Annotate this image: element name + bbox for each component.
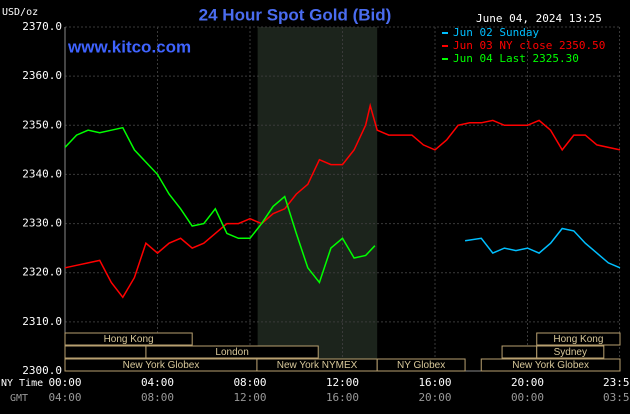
- y-tick-label: 2320.0: [22, 266, 62, 279]
- session-box: [501, 345, 538, 359]
- series-line: [64, 102, 621, 299]
- y-axis-label: USD/oz: [2, 7, 38, 18]
- x-tick-label: 08:00: [233, 376, 266, 389]
- x2-tick-label: 16:00: [326, 391, 359, 404]
- y-tick-label: 2310.0: [22, 315, 62, 328]
- session-label: Sydney: [554, 347, 587, 358]
- x2-tick-label: 12:00: [233, 391, 266, 404]
- series-line: [64, 126, 376, 285]
- x-axis-label: NY Time: [1, 378, 43, 389]
- highlight-band: [257, 27, 378, 371]
- y-tick-label: 2330.0: [22, 217, 62, 230]
- session-label: New York Globex: [512, 360, 589, 371]
- legend-label: Jun 04 Last 2325.30: [453, 52, 579, 65]
- session-box: [64, 332, 193, 346]
- y-tick-label: 2340.0: [22, 167, 62, 180]
- session-label: New York Globex: [123, 360, 200, 371]
- x2-tick-label: 00:00: [511, 391, 544, 404]
- x-tick-label: 16:00: [418, 376, 451, 389]
- date-stamp: June 04, 2024 13:25: [476, 12, 602, 25]
- x-tick-label: 00:00: [48, 376, 81, 389]
- session-box: [376, 358, 466, 372]
- source: www.kitco.com: [67, 37, 191, 56]
- session-box: [480, 358, 621, 372]
- y-tick-label: 2370.0: [22, 20, 62, 33]
- session-label: London: [215, 347, 248, 358]
- x-tick-label: 20:00: [511, 376, 544, 389]
- series-line: [464, 227, 621, 269]
- x-tick-label: 04:00: [141, 376, 174, 389]
- session-label: Hong Kong: [104, 334, 154, 345]
- x2-tick-label: 08:00: [141, 391, 174, 404]
- session-box: [536, 332, 621, 346]
- session-box: [536, 345, 605, 359]
- session-label: NY Globex: [397, 360, 445, 371]
- session-label: New York NYMEX: [277, 360, 358, 371]
- x2-tick-label: 04:00: [48, 391, 81, 404]
- session-label: Hong Kong: [553, 334, 603, 345]
- legend-label: Jun 03 NY close 2350.50: [453, 39, 605, 52]
- session-box: [145, 345, 319, 359]
- session-box: [64, 345, 147, 359]
- y-tick-label: 2300.0: [22, 364, 62, 377]
- x2-axis-label: GMT: [10, 393, 28, 404]
- y-tick-label: 2360.0: [22, 69, 62, 82]
- x2-tick-label: 03:59: [603, 391, 630, 404]
- legend-label: Jun 02 Sunday: [453, 26, 539, 39]
- x-tick-label: 12:00: [326, 376, 359, 389]
- chart-title: 24 Hour Spot Gold (Bid): [199, 5, 392, 24]
- x-tick-label: 23:59: [603, 376, 630, 389]
- y-tick-label: 2350.0: [22, 118, 62, 131]
- x2-tick-label: 20:00: [418, 391, 451, 404]
